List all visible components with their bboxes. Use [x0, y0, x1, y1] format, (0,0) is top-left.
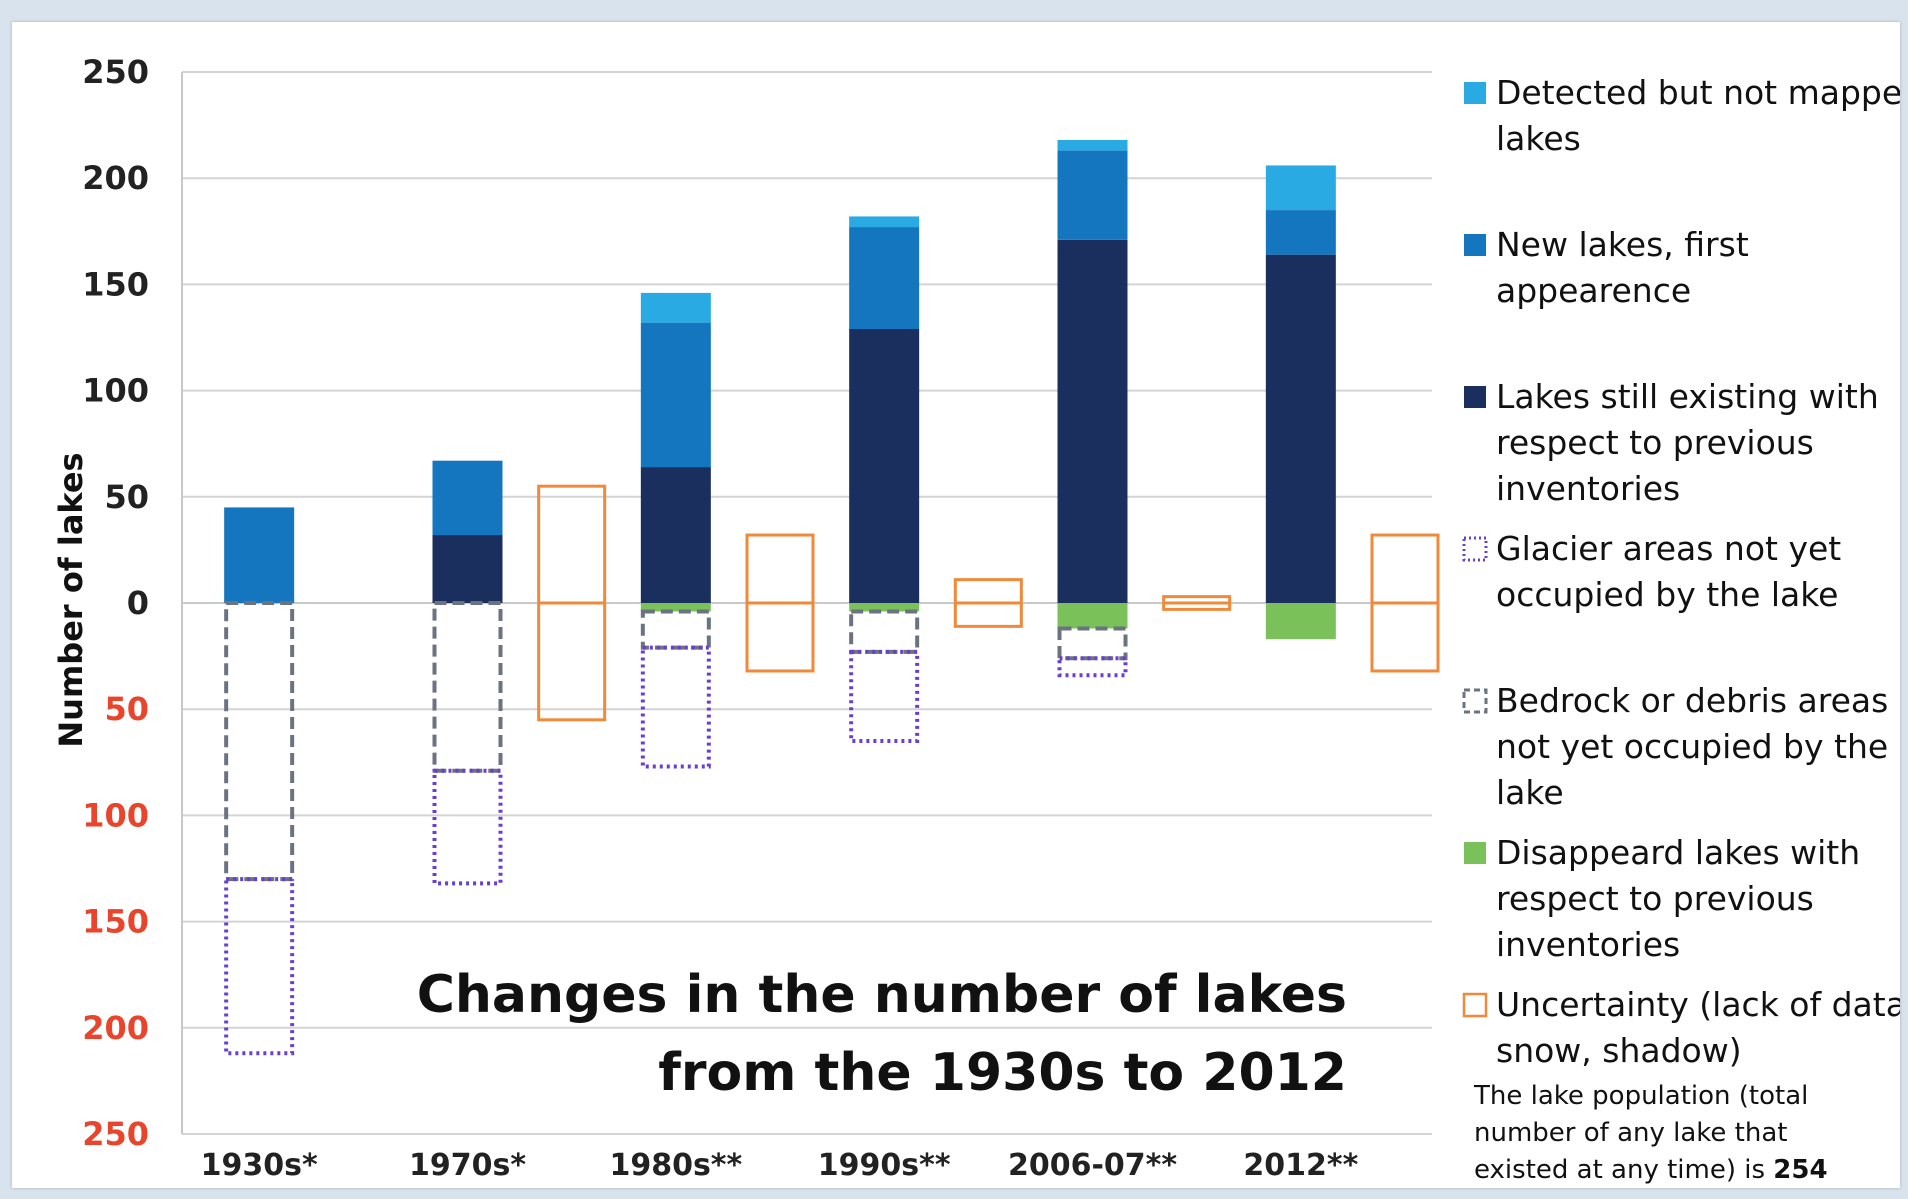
- legend-label: inventories: [1496, 925, 1680, 964]
- bar-segment: [640, 292, 711, 323]
- bar-segment: [640, 645, 711, 769]
- y-tick-label: 200: [82, 1009, 149, 1047]
- bar-segment: [640, 609, 711, 650]
- bar-segment: [1265, 165, 1336, 211]
- legend-label: Lakes still existing with: [1496, 377, 1879, 416]
- legend-swatch: [1462, 536, 1488, 562]
- bar-segment: [432, 601, 503, 773]
- y-tick-label: 100: [82, 372, 149, 410]
- bar-segment: [1265, 210, 1336, 255]
- legend-label: respect to previous: [1496, 879, 1814, 918]
- legend-label: respect to previous: [1496, 423, 1814, 462]
- bar-segment: [1057, 139, 1128, 151]
- note-line-3: existed at any time) is 254: [1474, 1155, 1828, 1185]
- bar-segment: [224, 877, 295, 1056]
- bar-segment: [1057, 239, 1128, 603]
- bar-segment: [849, 216, 920, 228]
- bar-segment: [640, 322, 711, 468]
- y-tick-label: 250: [82, 1115, 149, 1153]
- bar-segment: [1265, 603, 1336, 640]
- bar-segment: [1265, 254, 1336, 603]
- y-tick-label: 200: [82, 159, 149, 197]
- y-tick-label: 0: [127, 584, 149, 622]
- bar-segment: [849, 227, 920, 330]
- bar-segment: [1057, 603, 1128, 629]
- bar-segment: [1057, 656, 1128, 678]
- bar-segment: [640, 603, 711, 612]
- bar-segment: [849, 649, 920, 744]
- bar-segment: [849, 603, 920, 612]
- x-axis-labels: 1930s* 1970s* 1980s** 1990s** 2006-07** 2012*…: [201, 1148, 1359, 1183]
- note-line-1: The lake population (total: [1473, 1081, 1808, 1111]
- bar-segment: [432, 768, 503, 886]
- legend-swatch: [1462, 992, 1488, 1018]
- y-tick-label: 50: [104, 478, 149, 516]
- y-axis-ticks: 250 200 150 100 50 0 50 100 150 200 250: [82, 53, 149, 1153]
- legend-label: New lakes, first: [1496, 225, 1749, 264]
- x-tick-label: 1990s**: [818, 1148, 951, 1183]
- legend-swatch: [1464, 82, 1486, 104]
- legend-label: Uncertainty (lack of data,: [1496, 985, 1900, 1024]
- x-tick-label: 1970s*: [409, 1148, 526, 1183]
- lake-population-value: 254: [1773, 1155, 1827, 1185]
- y-tick-label: 150: [82, 903, 149, 941]
- bar-segment: [849, 609, 920, 654]
- legend-label: inventories: [1496, 469, 1680, 508]
- legend-swatch: [1464, 842, 1486, 864]
- y-axis-label: Number of lakes: [52, 452, 90, 747]
- legend-label: lakes: [1496, 119, 1581, 158]
- legend-label: lake: [1496, 773, 1564, 812]
- note-line-3-prefix: existed at any time) is: [1474, 1155, 1773, 1185]
- bar-segment: [432, 535, 503, 603]
- legend-label: appearence: [1496, 271, 1691, 310]
- legend-swatch: [1462, 688, 1488, 714]
- y-tick-label: 150: [82, 265, 149, 303]
- note-line-2: number of any lake that: [1474, 1118, 1787, 1148]
- bar-segment: [224, 507, 295, 603]
- legend-label: Glacier areas not yet: [1496, 529, 1841, 568]
- y-tick-label: 250: [82, 53, 149, 91]
- population-note: The lake population (total number of any…: [1473, 1081, 1828, 1185]
- legend-label: not yet occupied by the: [1496, 727, 1888, 766]
- y-tick-label: 50: [104, 690, 149, 728]
- legend-label: occupied by the lake: [1496, 575, 1839, 614]
- chart-title-line-1: Changes in the number of lakes: [417, 965, 1347, 1025]
- legend-label: Disappeard lakes with: [1496, 833, 1860, 872]
- legend-swatch: [1464, 386, 1486, 408]
- legend-label: Detected but not mapped: [1496, 73, 1900, 112]
- legend: Detected but not mapped lakes New lakes, f…: [1462, 73, 1900, 1070]
- bar-segment: [1057, 150, 1128, 240]
- bar-segment: [432, 460, 503, 536]
- legend-label: Bedrock or debris areas: [1496, 681, 1888, 720]
- x-tick-label: 1930s*: [201, 1148, 318, 1183]
- uncertainty-marks: [537, 484, 1440, 722]
- bar-segment: [849, 329, 920, 603]
- bar-segment: [1057, 626, 1128, 661]
- x-tick-label: 2006-07**: [1008, 1148, 1177, 1183]
- legend-label: snow, shadow): [1496, 1031, 1742, 1070]
- x-tick-label: 1980s**: [609, 1148, 742, 1183]
- bar-marks: [224, 139, 1336, 1056]
- y-tick-label: 100: [82, 796, 149, 834]
- bar-segment: [640, 467, 711, 603]
- chart-frame: 250 200 150 100 50 0 50 100 150 200 250 Number of …: [12, 22, 1900, 1188]
- legend-swatch: [1464, 234, 1486, 256]
- lake-count-chart: 250 200 150 100 50 0 50 100 150 200 250 Number of …: [52, 53, 1900, 1185]
- bar-segment: [224, 601, 295, 882]
- x-tick-label: 2012**: [1243, 1148, 1358, 1183]
- chart-title-line-2: from the 1930s to 2012: [658, 1043, 1347, 1103]
